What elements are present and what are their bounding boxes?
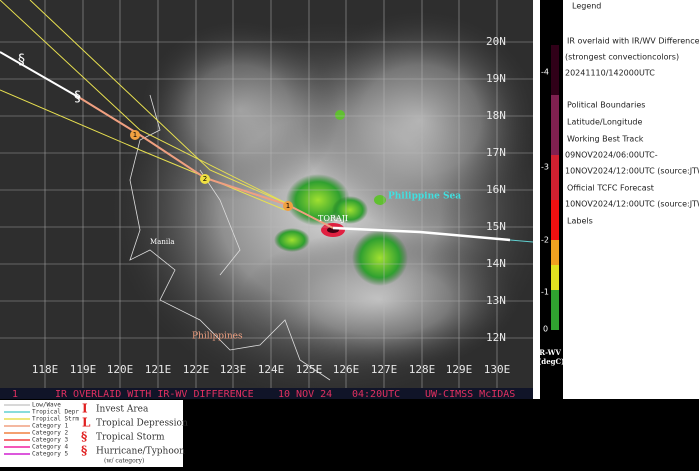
colorbar-tick: -4 (541, 68, 549, 77)
legend-item: 09NOV2024/06:00UTC- (565, 151, 658, 160)
colorbar-tick: -1 (541, 288, 549, 297)
track-symbol-label: Hurricane/Typhoon (96, 447, 185, 457)
lat-label: 12N (486, 331, 506, 344)
lon-label: 128E (409, 363, 436, 376)
track-line-label: Category 1 (32, 423, 69, 430)
legend-item: Working Best Track (567, 135, 644, 144)
track-point (130, 130, 140, 140)
status-bar (0, 388, 533, 399)
svg-text:§: § (81, 444, 87, 458)
track-line-label: Category 5 (32, 451, 69, 458)
track-line-label: Tropical Depr (32, 409, 79, 416)
lon-label: 122E (183, 363, 210, 376)
lon-label: 118E (32, 363, 59, 376)
legend-item: (strongest convectioncolors) (565, 53, 679, 62)
typhoon-symbol: § (18, 52, 25, 68)
track-line-label: Category 4 (32, 444, 69, 451)
legend-item: 10NOV2024/12:00UTC (source:JTWC) (565, 167, 699, 176)
lat-label: 17N (486, 146, 506, 159)
colorbar (551, 45, 559, 330)
lon-label: 126E (333, 363, 360, 376)
track-symbol-label: Tropical Depression (96, 419, 188, 429)
lon-label: 129E (446, 363, 473, 376)
legend-item: Political Boundaries (567, 101, 645, 110)
track-label: 1 (133, 131, 137, 139)
lon-label: 125E (296, 363, 323, 376)
place-label: Manila (150, 238, 175, 246)
lon-label: 120E (107, 363, 134, 376)
track-point (283, 201, 293, 211)
lat-label: 14N (486, 257, 506, 270)
colorbar-tick: 0 (543, 325, 548, 334)
status-time: 04:20UTC (352, 389, 400, 400)
colorbar-title: IR-WV (536, 348, 561, 357)
lat-label: 19N (486, 72, 506, 85)
status-frame: 1 (12, 389, 18, 400)
status-date: 10 NOV 24 (278, 389, 332, 400)
lon-label: 121E (145, 363, 172, 376)
lat-label: 16N (486, 183, 506, 196)
lon-label: 130E (484, 363, 511, 376)
legend-item: Latitude/Longitude (567, 118, 642, 127)
track-symbol-label: Tropical Storm (96, 433, 165, 443)
colorbar-unit: (degC) (538, 357, 564, 366)
status-source: UW-CIMSS McIDAS (425, 389, 515, 400)
legend-title: Legend (572, 2, 601, 11)
lat-label: 15N (486, 220, 506, 233)
lat-label: 18N (486, 109, 506, 122)
track-label: 2 (203, 175, 207, 183)
typhoon-symbol: § (74, 89, 81, 105)
lon-label: 124E (258, 363, 285, 376)
lon-label: 119E (70, 363, 97, 376)
track-line-label: Category 2 (32, 430, 69, 437)
colorbar-tick: -2 (541, 236, 549, 245)
track-point (200, 174, 210, 184)
track-label: 1 (286, 202, 290, 210)
place-label: Philippine Sea (388, 192, 461, 202)
track-line-label: Low/Wave (32, 402, 61, 409)
lat-label: 13N (486, 294, 506, 307)
legend-item: 20241110/142000UTC (565, 69, 655, 78)
legend-item: Official TCFC Forecast (567, 184, 654, 193)
track-line-label: Tropical Strm (32, 416, 79, 423)
legend-item: Labels (567, 217, 593, 226)
satellite-map: 1 2 1 § § 20N 19N 18N 17N 16N 15N 14N 13… (0, 0, 550, 400)
track-line-label: Category 3 (32, 437, 69, 444)
svg-text:I: I (82, 402, 88, 416)
track-symbol-label: Invest Area (96, 405, 149, 415)
place-label: Philippines (192, 332, 243, 342)
track-symbol-note: (w/ category) (104, 458, 144, 465)
svg-text:§: § (81, 430, 87, 444)
status-product: IR OVERLAID WITH IR-WV DIFFERENCE (55, 389, 254, 400)
colorbar-tick: -3 (541, 163, 549, 172)
lon-label: 127E (371, 363, 398, 376)
track-legend (0, 400, 183, 467)
legend-item: IR overlaid with IR/WV Difference (567, 37, 699, 46)
lon-label: 123E (220, 363, 247, 376)
lat-label: 20N (486, 35, 506, 48)
legend-item: 10NOV2024/12:00UTC (source:JTWC) (565, 200, 699, 209)
svg-text:L: L (82, 416, 91, 430)
storm-label: TORAJI (318, 214, 348, 223)
